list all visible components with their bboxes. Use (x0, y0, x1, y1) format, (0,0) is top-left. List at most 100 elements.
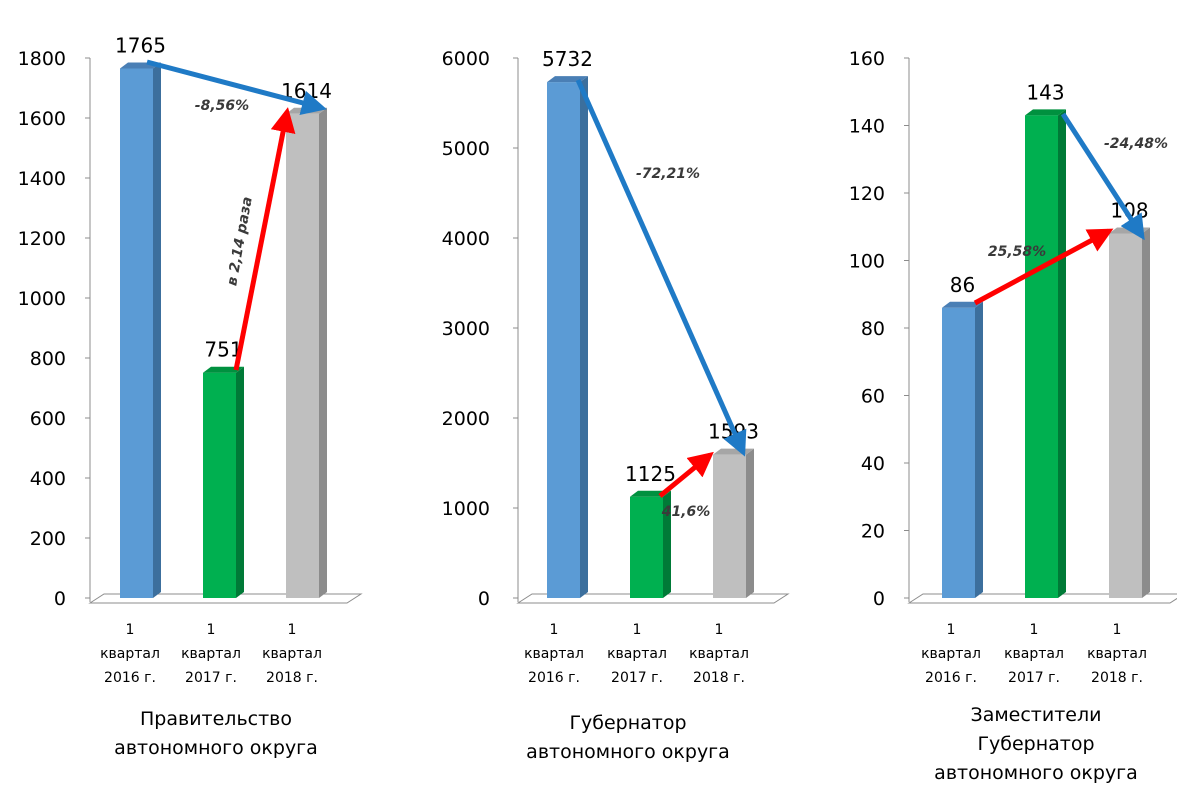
category-label: 2017 г. (611, 670, 663, 686)
change-annotation: 25,58% (988, 244, 1046, 260)
chart-title: автономного округа (526, 741, 730, 763)
category-label: 1 (1030, 622, 1039, 638)
bar-1 (942, 301, 983, 598)
bar-front (713, 454, 746, 598)
bar-front (942, 307, 975, 598)
y-tick-label: 200 (30, 528, 66, 550)
chart-title: Губернатор (977, 733, 1094, 755)
change-annotation: -72,21% (636, 166, 700, 182)
bar-front (203, 372, 236, 598)
category-label: квартал (524, 646, 584, 662)
category-label: 1 (207, 622, 216, 638)
bar-side (236, 366, 244, 598)
change-annotation: -24,48% (1104, 136, 1168, 152)
bar-1 (547, 76, 588, 599)
y-tick-label: 120 (849, 183, 885, 205)
y-tick-label: 600 (30, 408, 66, 430)
y-tick-label: 3000 (442, 318, 490, 340)
bar-side (153, 62, 161, 598)
chart-2: 01000200030004000500060005732112515931кв… (442, 47, 790, 763)
bar-3 (1109, 227, 1150, 598)
y-tick-label: 100 (849, 251, 885, 273)
category-label: квартал (921, 646, 981, 662)
bar-top (1025, 109, 1066, 116)
y-tick-label: 0 (54, 588, 66, 610)
data-label: 86 (950, 273, 975, 297)
category-label: квартал (100, 646, 160, 662)
category-label: 1 (715, 622, 724, 638)
bar-front (286, 113, 319, 599)
y-tick-label: 4000 (442, 228, 490, 250)
category-label: квартал (607, 646, 667, 662)
bar-2 (1025, 109, 1066, 598)
decline-arrow (146, 59, 327, 116)
bar-side (746, 448, 754, 598)
bar-side (1142, 227, 1150, 598)
category-label: 1 (288, 622, 297, 638)
chart-title: автономного округа (114, 737, 318, 759)
y-tick-label: 800 (30, 348, 66, 370)
y-tick-label: 140 (849, 116, 885, 138)
chart-title: Заместители (971, 704, 1102, 726)
category-label: квартал (181, 646, 241, 662)
y-tick-label: 1400 (18, 168, 66, 190)
bar-3 (713, 448, 754, 598)
category-label: квартал (1087, 646, 1147, 662)
y-tick-label: 160 (849, 48, 885, 70)
bar-front (1109, 233, 1142, 598)
y-tick-label: 1800 (18, 48, 66, 70)
y-tick-label: 5000 (442, 138, 490, 160)
change-annotation: в 2,14 раза (224, 195, 255, 287)
y-tick-label: 6000 (442, 48, 490, 70)
y-tick-label: 80 (861, 318, 885, 340)
category-label: 2018 г. (693, 670, 745, 686)
bar-front (120, 68, 153, 598)
bar-3 (286, 107, 327, 599)
data-label: 143 (1026, 80, 1064, 104)
y-tick-label: 2000 (442, 408, 490, 430)
category-label: 1 (126, 622, 135, 638)
chart-title: Губернатор (569, 712, 686, 734)
category-label: 2018 г. (1091, 670, 1143, 686)
category-label: 2016 г. (104, 670, 156, 686)
category-label: 2016 г. (528, 670, 580, 686)
change-annotation: 41,6% (661, 504, 711, 520)
y-tick-label: 1000 (18, 288, 66, 310)
chart-3: 020406080100120140160861431081квартал201… (849, 48, 1177, 784)
y-tick-label: 1000 (442, 498, 490, 520)
bar-side (663, 490, 671, 598)
chart-1: 0200400600800100012001400160018001765751… (18, 34, 363, 759)
bar-top (942, 301, 983, 308)
bar-front (547, 82, 580, 599)
category-label: 2017 г. (185, 670, 237, 686)
data-label: 1765 (115, 34, 166, 58)
bar-2 (203, 366, 244, 598)
category-label: 2017 г. (1008, 670, 1060, 686)
y-tick-label: 1600 (18, 108, 66, 130)
y-tick-label: 40 (861, 453, 885, 475)
bar-front (1025, 115, 1058, 598)
growth-arrow (973, 228, 1114, 306)
y-tick-label: 20 (861, 521, 885, 543)
bar-front (630, 496, 663, 598)
bar-side (319, 107, 327, 599)
change-annotation: -8,56% (195, 98, 249, 114)
growth-arrow (233, 107, 296, 371)
chart-title: Правительство (140, 708, 292, 730)
category-label: 2018 г. (266, 670, 318, 686)
y-tick-label: 60 (861, 386, 885, 408)
bar-side (1058, 109, 1066, 598)
y-tick-label: 1200 (18, 228, 66, 250)
category-label: 1 (633, 622, 642, 638)
chart-title: автономного округа (934, 762, 1138, 784)
category-label: 1 (550, 622, 559, 638)
y-tick-label: 0 (478, 588, 490, 610)
category-label: квартал (1004, 646, 1064, 662)
bar-2 (630, 490, 671, 598)
bar-top (203, 366, 244, 373)
bar-side (975, 301, 983, 598)
category-label: 1 (947, 622, 956, 638)
y-tick-label: 400 (30, 468, 66, 490)
